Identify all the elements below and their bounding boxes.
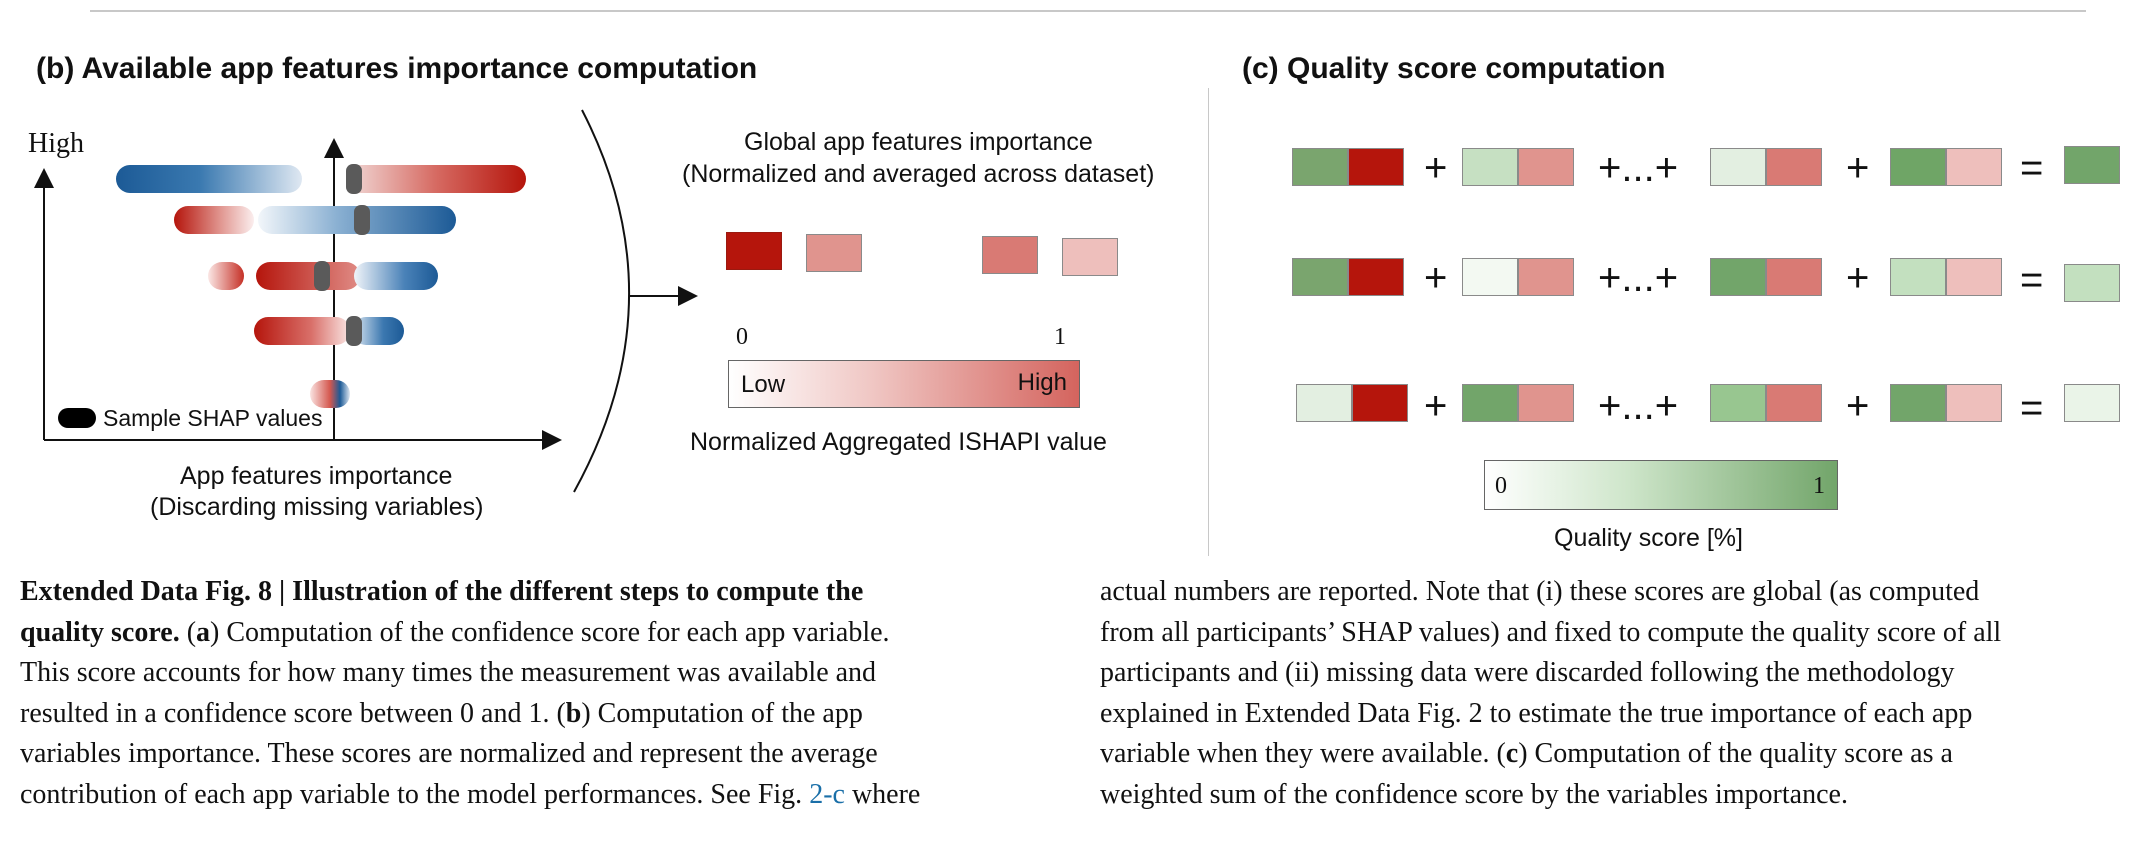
shap-marker-1 [346, 164, 362, 194]
legend-label: Sample SHAP values [103, 405, 323, 431]
quality-scale-min: 0 [1495, 473, 1507, 499]
caption-right-3: participants and (ii) missing data were … [1100, 657, 1955, 688]
shap-bar-2-red [174, 206, 254, 234]
row2-imp-3 [1766, 258, 1822, 296]
row1-plus-2: + [1846, 146, 1870, 190]
caption-line-4a: resulted in a confidence score between 0… [20, 697, 566, 729]
shap-bar-1-blue [116, 165, 302, 193]
global-importance-line2: (Normalized and averaged across dataset) [682, 160, 1155, 188]
importance-scale-caption: Normalized Aggregated ISHAPI value [690, 428, 1107, 456]
x-axis-label-line1: App features importance [180, 462, 453, 490]
row2-equals: = [2020, 258, 2044, 302]
row2-imp-4 [1946, 258, 2002, 296]
row1-conf-1 [1292, 148, 1348, 186]
row2-result [2064, 264, 2120, 302]
shap-marker-4 [346, 316, 362, 346]
row2-conf-1 [1292, 258, 1348, 296]
row1-imp-1 [1348, 148, 1404, 186]
importance-scale-max: 1 [1054, 324, 1066, 350]
panel-c-title: (c) Quality score computation [1242, 52, 1666, 85]
colorbar-low-label: Low [741, 371, 786, 398]
quality-scale-max: 1 [1813, 473, 1825, 499]
row2-imp-1 [1348, 258, 1404, 296]
importance-square-4 [1062, 238, 1118, 276]
row2-imp-2 [1518, 258, 1574, 296]
top-rule [90, 10, 2086, 12]
global-importance-line1: Global app features importance [744, 128, 1093, 156]
shap-marker-3 [314, 261, 330, 291]
caption-right: actual numbers are reported. Note that (… [1100, 572, 2001, 815]
row3-plus-2: + [1846, 384, 1870, 428]
row1-plus-1: + [1424, 146, 1448, 190]
caption-b-letter: b [565, 697, 582, 729]
caption-right-5a: variable when they were available. ( [1100, 738, 1506, 769]
row1-imp-4 [1946, 148, 2002, 186]
row3-conf-4 [1890, 384, 1946, 422]
quality-scale-caption: Quality score [%] [1554, 524, 1743, 552]
row3-imp-3 [1766, 384, 1822, 422]
row3-conf-3 [1710, 384, 1766, 422]
row2-conf-4 [1890, 258, 1946, 296]
shap-bar-1-red [346, 165, 526, 193]
row3-result [2064, 384, 2120, 422]
caption-line-5: variables importance. These scores are n… [20, 738, 878, 769]
row1-result [2064, 146, 2120, 184]
caption-right-6: weighted sum of the confidence score by … [1100, 778, 1848, 810]
row3-imp-4 [1946, 384, 2002, 422]
row1-conf-3 [1710, 148, 1766, 186]
quality-colorbar: 0 1 [1484, 460, 1838, 510]
row3-plus-1: + [1424, 384, 1448, 428]
row1-imp-3 [1766, 148, 1822, 186]
row3-dots: +...+ [1598, 384, 1679, 428]
caption-c-letter: c [1505, 738, 1519, 769]
panel-b-title: (b) Available app features importance co… [36, 52, 758, 85]
importance-square-2 [806, 234, 862, 272]
figure-link[interactable]: 2-c [809, 778, 845, 810]
row1-equals: = [2020, 146, 2044, 190]
caption-left: Extended Data Fig. 8 | Illustration of t… [20, 576, 921, 810]
shap-bar-3-red [256, 262, 360, 290]
caption-line-3: This score accounts for how many times t… [20, 657, 877, 688]
caption-right-4: explained in Extended Data Fig. 2 to est… [1100, 697, 1973, 729]
caption-label-2: quality score. [20, 616, 180, 648]
row3-imp-1 [1352, 384, 1408, 422]
row2-plus-2: + [1846, 256, 1870, 300]
legend-swatch [58, 408, 96, 428]
caption-right-1: actual numbers are reported. Note that (… [1100, 576, 1980, 607]
row3-imp-2 [1518, 384, 1574, 422]
caption-a-letter: a [196, 616, 211, 648]
caption-a-text: Computation of the confidence score for … [226, 616, 890, 648]
importance-colorbar: Low High [728, 360, 1080, 408]
importance-square-1 [726, 232, 782, 270]
shap-bar-4-red [254, 317, 350, 345]
panel-divider [1208, 88, 1209, 556]
caption-line-4b: ) Computation of the app [581, 697, 863, 729]
shap-marker-2 [354, 205, 370, 235]
caption-line-6a: contribution of each app variable to the… [20, 778, 810, 810]
row2-conf-3 [1710, 258, 1766, 296]
row3-equals: = [2020, 386, 2044, 430]
row2-plus-1: + [1424, 256, 1448, 300]
caption-right-5b: ) Computation of the quality score as a [1518, 738, 1953, 769]
shap-bar-3-blue [354, 262, 438, 290]
shap-bar-5 [310, 380, 350, 408]
importance-scale-min: 0 [736, 324, 748, 350]
row1-conf-2 [1462, 148, 1518, 186]
caption-right-2: from all participants’ SHAP values) and … [1100, 616, 2002, 648]
colorbar-high-label: High [1017, 369, 1067, 396]
caption-line-6b: where [844, 778, 921, 810]
shap-bar-3-red-small [208, 262, 244, 290]
row3-conf-1 [1296, 384, 1352, 422]
row2-dots: +...+ [1598, 256, 1679, 300]
row1-imp-2 [1518, 148, 1574, 186]
y-axis-label: High [28, 128, 84, 159]
importance-square-3 [982, 236, 1038, 274]
row1-conf-4 [1890, 148, 1946, 186]
caption-label: Extended Data Fig. 8 | Illustration of t… [20, 576, 864, 607]
row2-conf-2 [1462, 258, 1518, 296]
x-axis-label-line2: (Discarding missing variables) [150, 493, 484, 521]
row1-dots: +...+ [1598, 146, 1679, 190]
row3-conf-2 [1462, 384, 1518, 422]
